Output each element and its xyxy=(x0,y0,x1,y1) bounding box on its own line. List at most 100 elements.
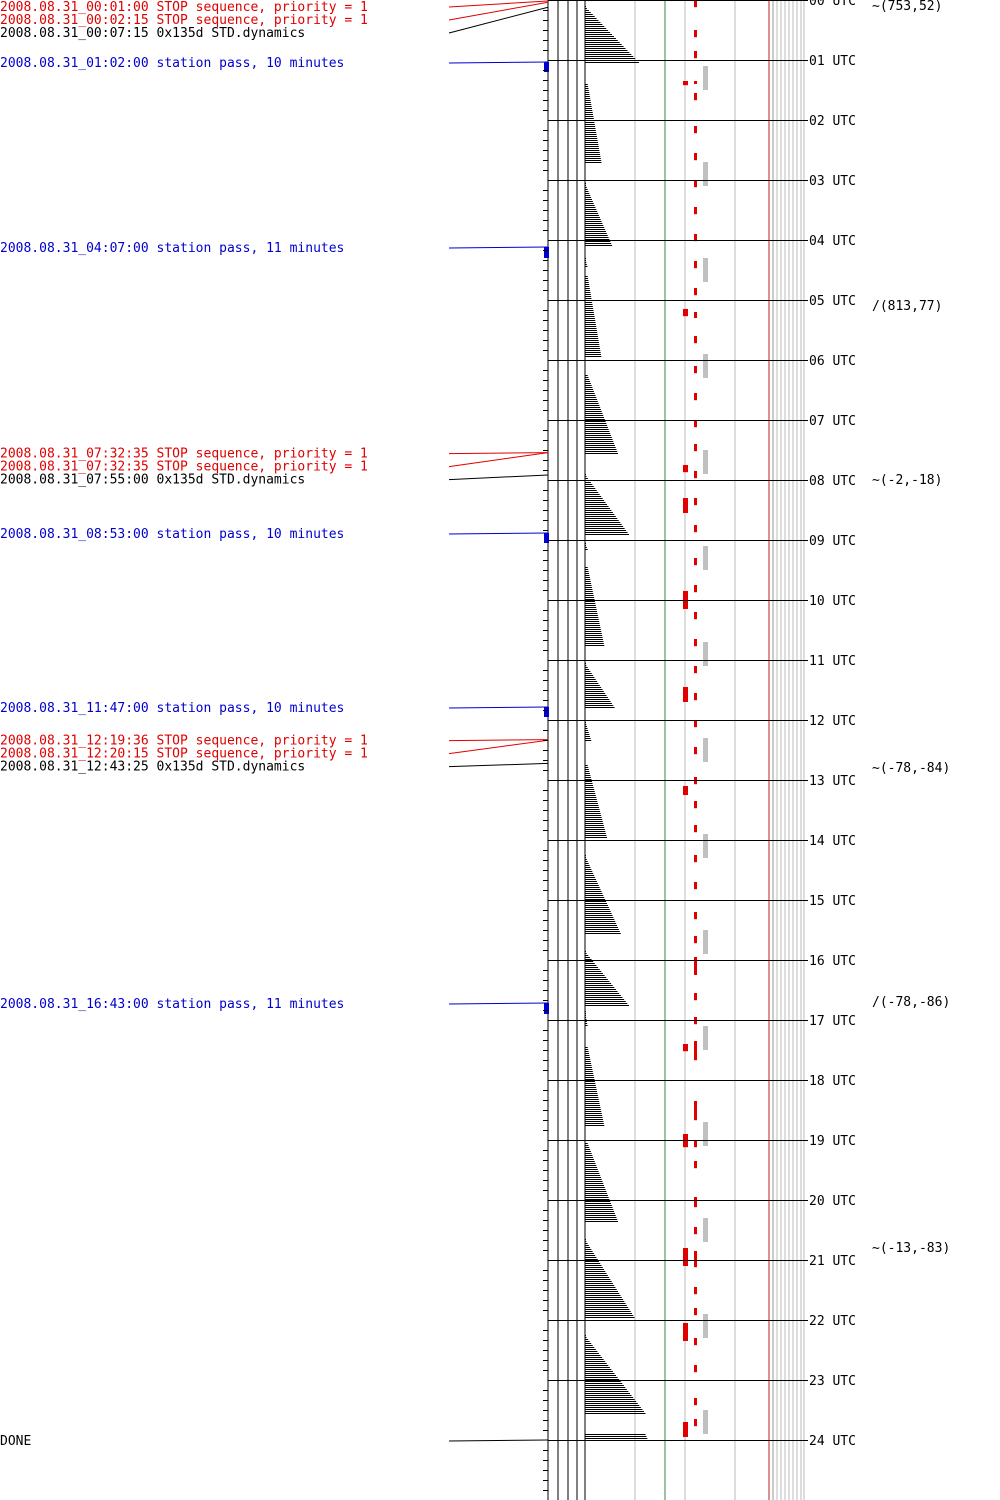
gray-block-10 xyxy=(703,1026,708,1050)
red-mark-7 xyxy=(694,180,697,188)
event-connector-4 xyxy=(448,246,549,249)
event-label-3: 2008.08.31_01:02:00 station pass, 10 min… xyxy=(0,56,344,71)
red-mark-45 xyxy=(694,1251,697,1268)
hour-label-12: 12 UTC xyxy=(809,714,856,729)
red-mark-6 xyxy=(694,153,697,161)
red-block-3 xyxy=(683,498,688,513)
red-block-9 xyxy=(683,1248,688,1266)
red-mark-1 xyxy=(694,30,697,38)
red-mark-10 xyxy=(694,261,697,269)
red-mark-44 xyxy=(694,1227,697,1235)
red-mark-17 xyxy=(694,444,697,452)
ramp-4 xyxy=(585,276,602,357)
ramp-15 xyxy=(585,1047,605,1126)
red-block-0 xyxy=(683,81,688,86)
event-connector-10 xyxy=(448,739,549,742)
ramp-9 xyxy=(585,663,615,708)
gray-block-0 xyxy=(703,66,708,90)
red-mark-24 xyxy=(694,639,697,647)
red-mark-5 xyxy=(694,126,697,134)
event-label-7: 2008.08.31_07:55:00 0x135d STD.dynamics xyxy=(0,473,305,488)
event-label-8: 2008.08.31_08:53:00 station pass, 10 min… xyxy=(0,527,344,542)
red-mark-39 xyxy=(694,1041,697,1061)
red-mark-40 xyxy=(694,1101,697,1121)
pass-marker-4 xyxy=(544,247,549,259)
red-mark-13 xyxy=(694,336,697,344)
pass-marker-3 xyxy=(544,61,549,72)
time-axis: 00 UTC 01 UTC 02 UTC 03 UTC 04 UTC 05 UTC 06 U… xyxy=(543,0,856,1491)
gray-block-8 xyxy=(703,834,708,858)
event-connector-0 xyxy=(448,0,549,8)
hour-label-08: 08 UTC xyxy=(809,474,856,489)
event-connector-9 xyxy=(448,706,549,709)
red-mark-9 xyxy=(694,234,697,242)
red-mark-18 xyxy=(694,471,697,479)
red-mark-35 xyxy=(694,936,697,944)
position-label-2: ~(-2,-18) xyxy=(872,473,942,488)
hour-label-13: 13 UTC xyxy=(809,774,856,789)
ramp-5 xyxy=(585,375,618,454)
hour-label-05: 05 UTC xyxy=(809,294,856,309)
activity-ramps xyxy=(585,6,649,1441)
ramp-8 xyxy=(585,567,605,646)
event-label-10: 2008.08.31_12:19:36 STOP sequence, prior… xyxy=(0,734,368,749)
red-mark-32 xyxy=(694,855,697,863)
event-label-13: 2008.08.31_16:43:00 station pass, 11 min… xyxy=(0,997,344,1012)
gray-block-7 xyxy=(703,738,708,762)
red-mark-4 xyxy=(694,93,697,101)
red-block-7 xyxy=(683,1044,688,1052)
red-mark-42 xyxy=(694,1161,697,1169)
gray-block-9 xyxy=(703,930,708,954)
hour-label-06: 06 UTC xyxy=(809,354,856,369)
hour-label-18: 18 UTC xyxy=(809,1074,856,1089)
event-label-12: 2008.08.31_12:43:25 0x135d STD.dynamics xyxy=(0,760,305,775)
hour-label-09: 09 UTC xyxy=(809,534,856,549)
red-mark-0 xyxy=(694,0,697,8)
event-connector-2 xyxy=(448,6,549,34)
red-mark-50 xyxy=(694,1398,697,1406)
red-mark-28 xyxy=(694,747,697,755)
event-connector-14 xyxy=(448,1439,549,1442)
red-mark-49 xyxy=(694,1365,697,1373)
event-list: 2008.08.31_00:01:00 STOP sequence, prior… xyxy=(0,0,549,1449)
ramp-10 xyxy=(585,720,592,741)
red-marks xyxy=(683,0,697,1437)
event-label-0: 2008.08.31_00:01:00 STOP sequence, prior… xyxy=(0,0,368,15)
red-mark-30 xyxy=(694,801,697,809)
gray-block-6 xyxy=(703,642,708,666)
red-mark-43 xyxy=(694,1197,697,1208)
red-mark-27 xyxy=(694,720,697,728)
pass-marker-8 xyxy=(544,532,549,543)
red-block-10 xyxy=(683,1323,688,1341)
event-label-6: 2008.08.31_07:32:35 STOP sequence, prior… xyxy=(0,460,368,475)
red-block-11 xyxy=(683,1422,688,1437)
chart-background xyxy=(547,0,805,1500)
hour-label-19: 19 UTC xyxy=(809,1134,856,1149)
gray-block-13 xyxy=(703,1314,708,1338)
red-mark-34 xyxy=(694,912,697,920)
ramp-2 xyxy=(585,183,613,246)
red-mark-2 xyxy=(694,51,697,59)
red-mark-21 xyxy=(694,558,697,566)
red-mark-23 xyxy=(694,612,697,620)
gray-block-14 xyxy=(703,1410,708,1434)
red-block-1 xyxy=(683,309,688,317)
gray-block-3 xyxy=(703,354,708,378)
event-connector-7 xyxy=(448,474,549,481)
red-block-6 xyxy=(683,786,688,795)
red-mark-22 xyxy=(694,585,697,593)
event-label-2: 2008.08.31_00:07:15 0x135d STD.dynamics xyxy=(0,26,305,41)
ramp-3 xyxy=(585,258,588,267)
ramp-14 xyxy=(585,1011,588,1026)
red-mark-8 xyxy=(694,207,697,215)
red-mark-41 xyxy=(694,1140,697,1148)
gray-block-12 xyxy=(703,1218,708,1242)
red-mark-31 xyxy=(694,825,697,833)
gray-block-4 xyxy=(703,450,708,474)
ramp-12 xyxy=(585,855,621,934)
red-mark-3 xyxy=(694,81,697,84)
hour-label-02: 02 UTC xyxy=(809,114,856,129)
red-mark-12 xyxy=(694,312,697,318)
gray-block-1 xyxy=(703,162,708,186)
